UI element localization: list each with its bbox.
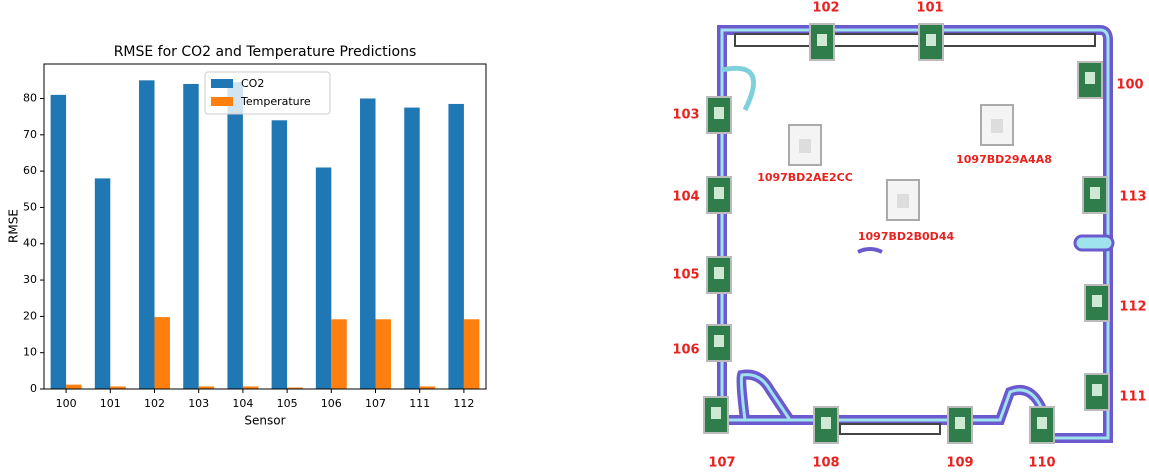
bar bbox=[375, 319, 391, 389]
walls bbox=[717, 25, 1115, 443]
sensor-label: 106 bbox=[672, 343, 699, 358]
sensor-icon bbox=[809, 23, 835, 61]
gateway-screen bbox=[897, 194, 909, 208]
y-axis-label: RMSE bbox=[7, 209, 21, 243]
sensor-chip bbox=[711, 407, 721, 419]
legend-box bbox=[204, 71, 331, 115]
sensor-icon bbox=[1029, 406, 1055, 444]
bar bbox=[419, 386, 436, 389]
sensor-icon bbox=[706, 256, 732, 294]
sensor-label: 109 bbox=[946, 456, 973, 471]
chart-title: RMSE for CO2 and Temperature Predictions bbox=[114, 44, 417, 60]
x-axis-label: Sensor bbox=[244, 414, 285, 428]
sensor-label: 108 bbox=[812, 456, 839, 471]
sensor-chip bbox=[817, 34, 827, 46]
bar bbox=[404, 107, 420, 390]
y-tick-label: 10 bbox=[23, 346, 37, 359]
floor-plan: 100 101 102 103 104 105 106 107 108 109 110 111 112 1… bbox=[672, 1, 1146, 471]
bar bbox=[242, 386, 259, 389]
sensor-label: 107 bbox=[708, 456, 735, 471]
bar bbox=[50, 94, 67, 390]
x-tick-label: 101 bbox=[100, 397, 121, 410]
y-tick-label: 0 bbox=[30, 382, 37, 395]
sensor-label: 102 bbox=[812, 1, 839, 16]
bar bbox=[463, 319, 480, 389]
sensor-chip bbox=[1037, 417, 1047, 429]
sensor-icon bbox=[706, 324, 732, 362]
sensor-chip bbox=[1085, 72, 1095, 84]
bar bbox=[227, 82, 243, 389]
sensor-chip bbox=[1092, 295, 1102, 307]
sensor-label: 100 bbox=[1116, 78, 1143, 93]
x-tick-label: 106 bbox=[321, 397, 342, 410]
x-tick-label: 105 bbox=[277, 397, 298, 410]
bar bbox=[110, 386, 126, 389]
x-tick-label: 112 bbox=[453, 397, 474, 410]
gateway-screen bbox=[991, 119, 1003, 133]
chart: RMSE for CO2 and Temperature Predictions… bbox=[7, 44, 487, 428]
sensor-chip bbox=[714, 335, 724, 347]
sensor-chip bbox=[714, 187, 724, 199]
bar bbox=[315, 167, 332, 389]
bar bbox=[287, 387, 303, 389]
gateway-label: 1097BD29A4A8 bbox=[956, 153, 1052, 166]
sensor-label: 105 bbox=[672, 268, 699, 283]
bar bbox=[66, 384, 82, 389]
sensor-label: 113 bbox=[1119, 190, 1146, 205]
bar bbox=[448, 103, 464, 389]
y-tick-label: 60 bbox=[23, 164, 37, 177]
x-tick-label: 107 bbox=[365, 397, 386, 410]
legend-label: CO2 bbox=[241, 77, 264, 90]
bar bbox=[198, 386, 215, 389]
sensor-chip bbox=[714, 107, 724, 119]
bar bbox=[94, 178, 111, 389]
sensor-label: 111 bbox=[1119, 390, 1146, 405]
y-tick-label: 50 bbox=[23, 200, 37, 213]
legend-label: Temperature bbox=[240, 95, 311, 108]
sensor-icon bbox=[918, 23, 944, 61]
gateway-label: 1097BD2B0D44 bbox=[858, 230, 955, 243]
legend-swatch bbox=[211, 97, 233, 106]
sensor-chip bbox=[1090, 187, 1100, 199]
sensor-label: 112 bbox=[1119, 300, 1146, 315]
y-tick-label: 80 bbox=[23, 91, 37, 104]
sensor-chip bbox=[955, 417, 965, 429]
bar bbox=[154, 317, 170, 389]
sensor-icon bbox=[703, 396, 729, 434]
y-tick-label: 30 bbox=[23, 273, 37, 286]
sensor-chip bbox=[1092, 384, 1102, 396]
bar bbox=[360, 98, 376, 390]
y-tick-label: 70 bbox=[23, 128, 37, 141]
x-tick-label: 111 bbox=[409, 397, 430, 410]
sensor-label: 104 bbox=[672, 190, 699, 205]
bar bbox=[271, 120, 288, 390]
y-tick-label: 20 bbox=[23, 309, 37, 322]
x-tick-label: 100 bbox=[56, 397, 77, 410]
bar bbox=[139, 80, 155, 389]
sensor-icon bbox=[706, 176, 732, 214]
bar bbox=[183, 83, 199, 389]
sensor-chip bbox=[714, 267, 724, 279]
sensor-label: 101 bbox=[916, 1, 943, 16]
gateway-screen bbox=[799, 139, 811, 153]
legend-swatch bbox=[211, 79, 233, 88]
sensor-chip bbox=[926, 34, 936, 46]
x-tick-label: 103 bbox=[188, 397, 209, 410]
sensor-label: 110 bbox=[1028, 456, 1055, 471]
x-tick-label: 102 bbox=[144, 397, 165, 410]
bar bbox=[331, 319, 347, 389]
plan-items: 100 101 102 103 104 105 106 107 108 109 110 111 112 1… bbox=[672, 1, 1146, 471]
axes-frame bbox=[43, 63, 487, 390]
sensor-label: 103 bbox=[672, 108, 699, 123]
x-tick-label: 104 bbox=[232, 397, 253, 410]
sensor-icon bbox=[706, 96, 732, 134]
gateway-label: 1097BD2AE2CC bbox=[757, 171, 853, 184]
y-tick-label: 40 bbox=[23, 237, 37, 250]
sensor-chip bbox=[821, 417, 831, 429]
